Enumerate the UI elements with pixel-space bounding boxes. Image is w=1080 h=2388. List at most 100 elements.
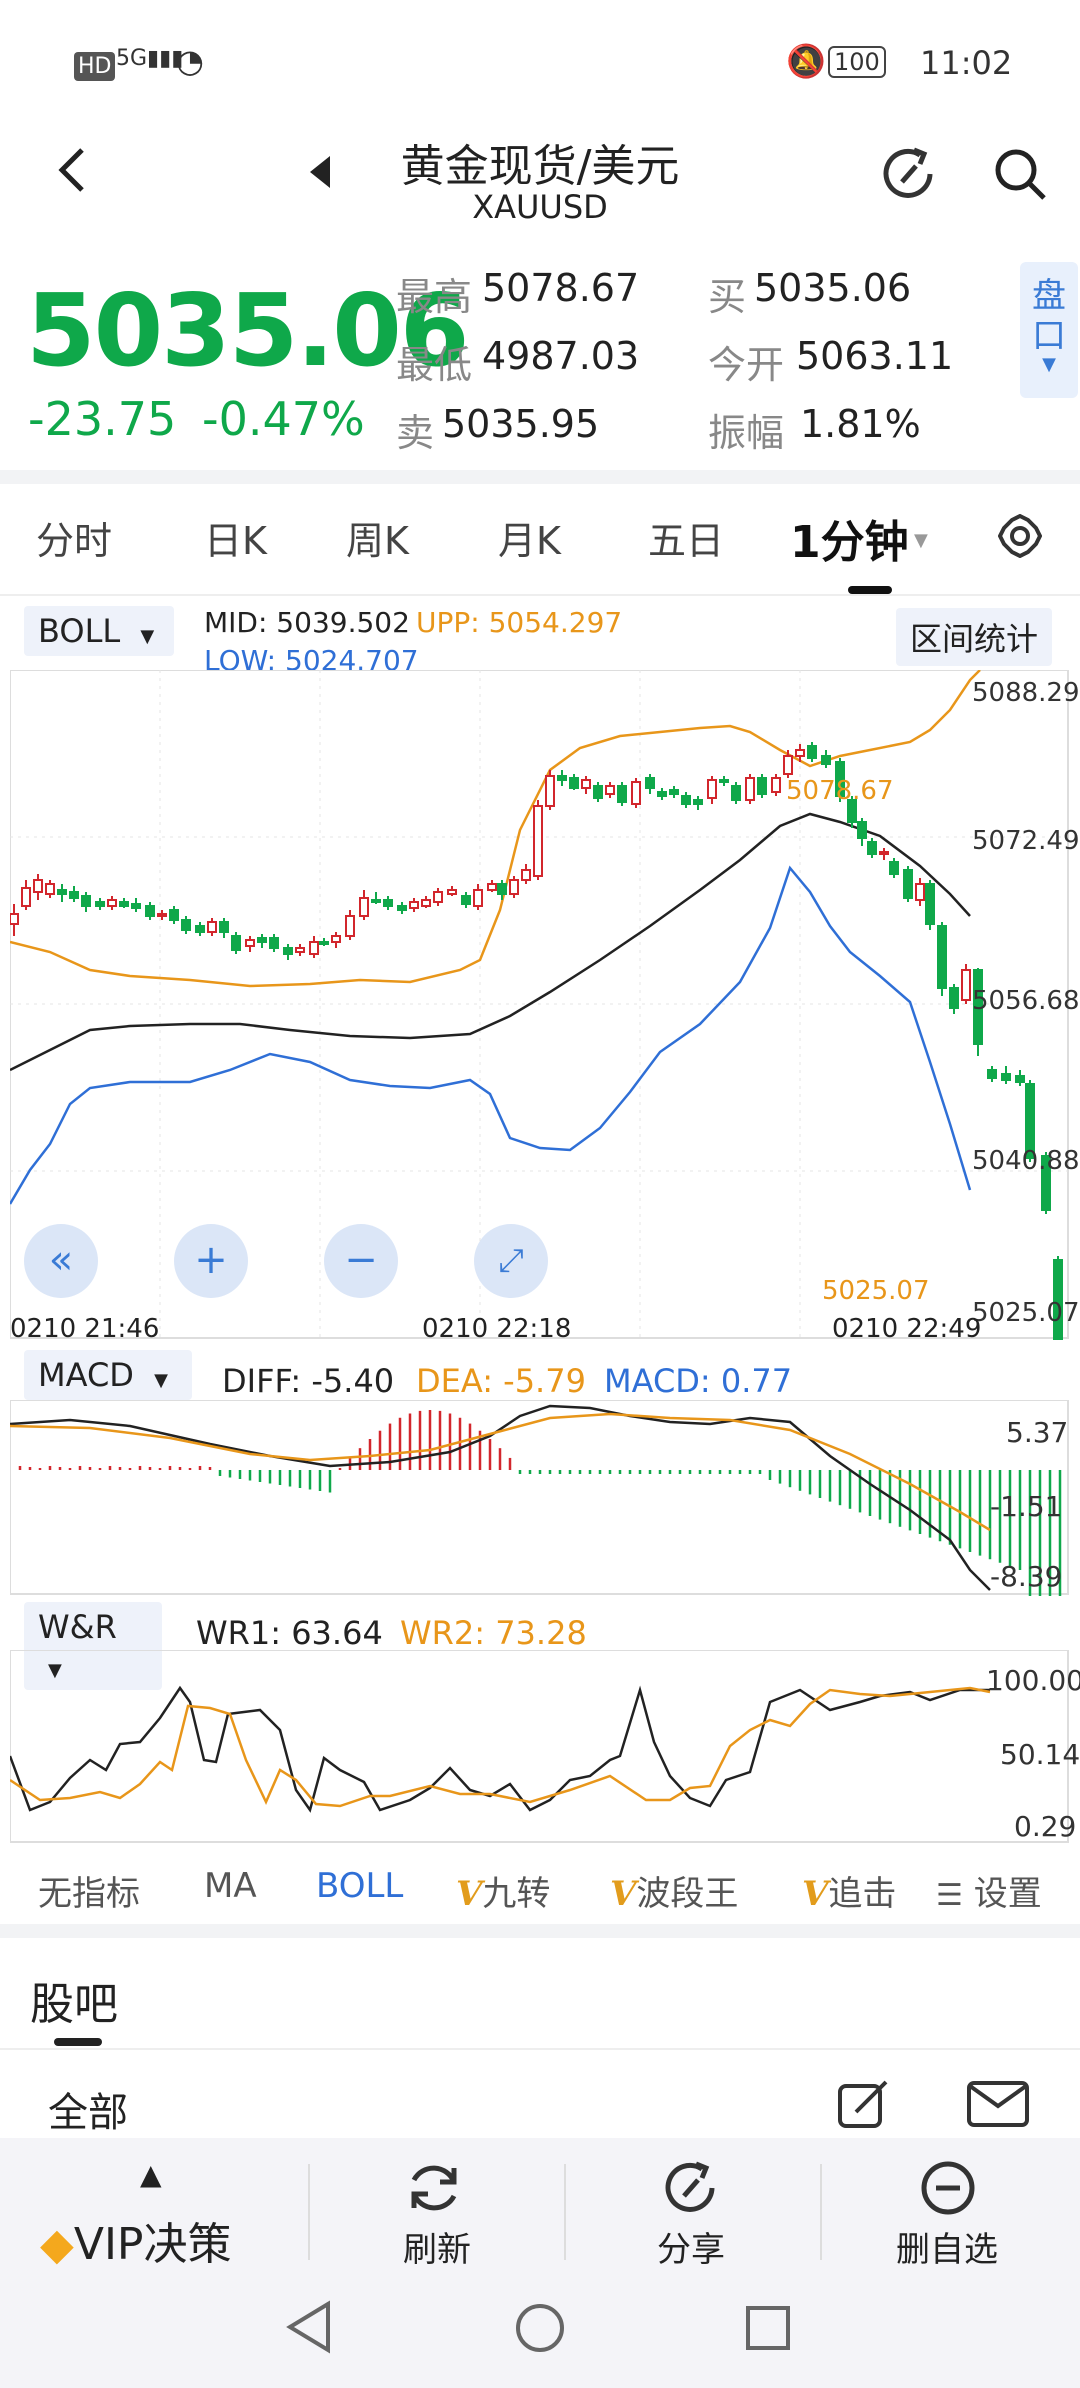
chevron-down-icon: ▼ bbox=[48, 1660, 62, 1681]
fullscreen-button[interactable]: ⤢ bbox=[474, 1224, 548, 1298]
candle-body bbox=[719, 779, 729, 783]
ind-tab-jiuzhuan[interactable]: V九转 bbox=[456, 1866, 550, 1915]
vip-decision-button[interactable]: ◆VIP决策 bbox=[40, 2208, 231, 2272]
range-stats-button[interactable]: 区间统计 bbox=[896, 608, 1053, 666]
candle-body bbox=[283, 947, 293, 955]
refresh-icon[interactable] bbox=[404, 2158, 464, 2222]
remove-watchlist-button[interactable]: 删自选 bbox=[896, 2230, 998, 2270]
search-icon[interactable] bbox=[990, 144, 1050, 208]
edit-post-icon[interactable] bbox=[836, 2076, 892, 2136]
ind-tab-boll[interactable]: BOLL bbox=[316, 1866, 404, 1906]
candle-body bbox=[557, 775, 567, 781]
candle-body bbox=[783, 755, 793, 775]
gear-icon[interactable] bbox=[997, 513, 1043, 562]
ind-tab-label: 波段王 bbox=[636, 1874, 739, 1914]
pankou-button[interactable]: 盘口 ▼ bbox=[1020, 262, 1078, 398]
buy-value: 5035.06 bbox=[754, 266, 912, 310]
nav-home-icon[interactable] bbox=[514, 2302, 566, 2358]
macd-selector[interactable]: MACD ▼ bbox=[24, 1350, 192, 1400]
share-icon[interactable] bbox=[662, 2158, 722, 2222]
mail-icon[interactable] bbox=[966, 2080, 1030, 2132]
chevron-down-icon: ▼ bbox=[154, 1370, 168, 1391]
divider bbox=[0, 594, 1080, 596]
refresh-button[interactable]: 刷新 bbox=[403, 2230, 471, 2270]
ind-tab-label: 九转 bbox=[482, 1874, 551, 1914]
status-time: 11:02 bbox=[920, 44, 1013, 82]
candle-body bbox=[10, 913, 19, 925]
macd-dea-line bbox=[10, 1412, 991, 1532]
zoom-in-button[interactable]: + bbox=[174, 1224, 248, 1298]
guba-filter-all[interactable]: 全部 bbox=[48, 2090, 128, 2136]
candle-body bbox=[569, 777, 579, 789]
boll-mid-line bbox=[10, 812, 971, 1072]
candle-body bbox=[81, 895, 91, 907]
nav-recents-icon[interactable] bbox=[744, 2304, 792, 2356]
y-tick: -1.51 bbox=[990, 1490, 1063, 1523]
wr-chart[interactable] bbox=[10, 1650, 1070, 1844]
tab-day-k[interactable]: 日K bbox=[204, 519, 267, 563]
candle-body bbox=[257, 937, 267, 943]
open-label: 今开 bbox=[708, 343, 785, 387]
candle-body bbox=[925, 883, 935, 925]
page-subtitle: XAUUSD bbox=[472, 188, 608, 226]
candle-body bbox=[605, 785, 615, 795]
candle-body bbox=[593, 785, 603, 799]
candle-body bbox=[57, 889, 67, 895]
candle-body bbox=[857, 821, 867, 839]
candle-body bbox=[309, 941, 319, 955]
candle-body bbox=[731, 785, 741, 801]
tab-month-k[interactable]: 月K bbox=[498, 519, 561, 563]
y-tick: -8.39 bbox=[990, 1560, 1063, 1593]
candle-body bbox=[107, 899, 117, 907]
candle-body bbox=[195, 925, 205, 933]
candle-body bbox=[207, 921, 217, 933]
candle-body bbox=[657, 791, 667, 797]
candle-body bbox=[581, 779, 591, 789]
max-price-marker: 5078.67 bbox=[786, 776, 894, 806]
amplitude-label: 振幅 bbox=[708, 411, 785, 455]
candle-body bbox=[269, 937, 279, 949]
candle-body bbox=[169, 909, 179, 921]
tab-week-k[interactable]: 周K bbox=[346, 519, 409, 563]
prev-stock-icon[interactable] bbox=[308, 154, 332, 194]
signal-icon: 5G▮▮▮ bbox=[116, 46, 184, 71]
tab-1min[interactable]: 1分钟 bbox=[790, 517, 909, 568]
nav-back-icon[interactable] bbox=[284, 2300, 334, 2358]
divider bbox=[820, 2164, 822, 2260]
divider bbox=[0, 2048, 1080, 2050]
candle-body bbox=[631, 781, 641, 805]
back-button[interactable] bbox=[54, 140, 90, 204]
tab-fenshi[interactable]: 分时 bbox=[36, 519, 113, 563]
boll-selector[interactable]: BOLL ▼ bbox=[24, 606, 174, 656]
candle-body bbox=[461, 895, 471, 905]
period-dropdown-icon[interactable]: ▼ bbox=[914, 530, 928, 551]
candle-body bbox=[681, 795, 691, 805]
scroll-left-button[interactable]: « bbox=[24, 1224, 98, 1298]
ind-tab-boduan[interactable]: V波段王 bbox=[610, 1866, 738, 1915]
wr-selector[interactable]: W&R ▼ bbox=[24, 1602, 162, 1690]
ind-tab-ma[interactable]: MA bbox=[204, 1866, 257, 1906]
candle-body bbox=[487, 883, 497, 891]
macd-dea-legend: DEA: -5.79 bbox=[416, 1362, 586, 1400]
expand-up-icon[interactable]: ▲ bbox=[140, 2158, 162, 2191]
x-tick: 0210 22:49 bbox=[832, 1314, 982, 1344]
wr1-legend: WR1: 63.64 bbox=[196, 1614, 383, 1652]
zoom-out-button[interactable]: − bbox=[324, 1224, 398, 1298]
refresh-share-icon[interactable] bbox=[880, 144, 940, 208]
guba-title[interactable]: 股吧 bbox=[30, 1979, 118, 2030]
candle-body bbox=[707, 779, 717, 799]
candle-body bbox=[319, 941, 329, 945]
settings-icon: ☰ bbox=[936, 1878, 963, 1913]
ind-tab-zhuiji[interactable]: V追击 bbox=[802, 1866, 920, 1915]
macd-diff-legend: DIFF: -5.40 bbox=[222, 1362, 395, 1400]
kline-chart[interactable] bbox=[10, 670, 1070, 1340]
min-price-marker: 5025.07 bbox=[822, 1276, 930, 1306]
open-value: 5063.11 bbox=[796, 334, 954, 378]
candle-body bbox=[371, 899, 381, 903]
remove-watchlist-icon[interactable] bbox=[918, 2158, 978, 2222]
indicator-settings-button[interactable]: ☰ 设置 bbox=[928, 1866, 1042, 1915]
ind-tab-none[interactable]: 无指标 bbox=[38, 1874, 140, 1914]
share-button[interactable]: 分享 bbox=[657, 2230, 725, 2270]
macd-chart[interactable] bbox=[10, 1400, 1070, 1596]
tab-five-day[interactable]: 五日 bbox=[648, 519, 725, 563]
